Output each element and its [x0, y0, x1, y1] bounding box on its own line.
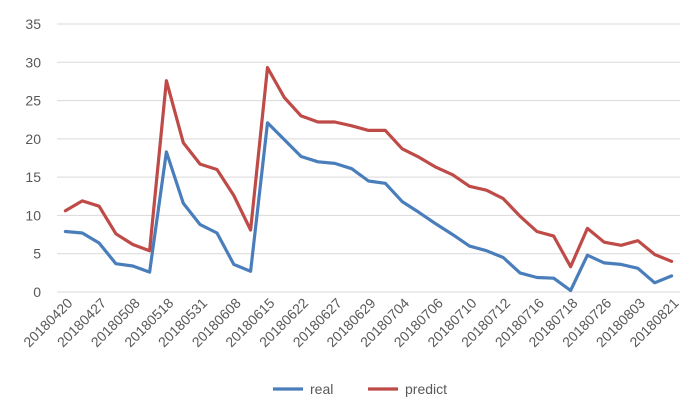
- y-tick-label: 5: [33, 246, 41, 262]
- y-tick-label: 35: [25, 16, 41, 32]
- y-tick-label: 0: [33, 284, 41, 300]
- y-tick-label: 25: [25, 93, 41, 109]
- series-lines: [63, 65, 674, 293]
- legend-label-predict: predict: [405, 381, 447, 397]
- series-line-predict: [63, 65, 674, 269]
- y-axis: 0 5 10 15 20 25 30 35: [25, 16, 41, 300]
- x-axis: 2018042020180427201805082018051820180531…: [20, 295, 682, 351]
- y-tick-label: 20: [25, 131, 41, 147]
- y-tick-label: 30: [25, 54, 41, 70]
- series-line-real: [63, 121, 674, 293]
- y-tick-label: 15: [25, 169, 41, 185]
- y-tick-label: 10: [25, 207, 41, 223]
- legend: real predict: [273, 381, 447, 397]
- legend-label-real: real: [310, 381, 333, 397]
